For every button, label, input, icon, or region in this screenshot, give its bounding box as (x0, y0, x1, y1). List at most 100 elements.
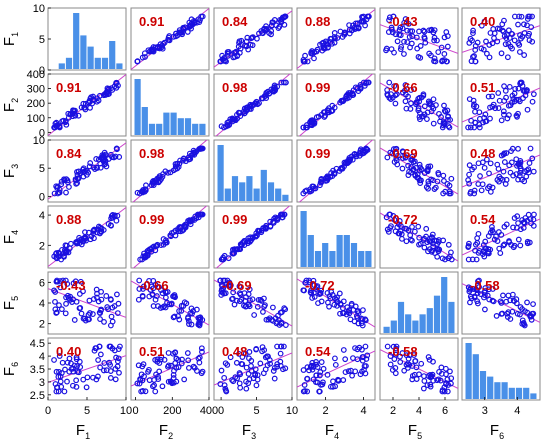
scatter-point (363, 145, 370, 152)
scatter-point (480, 248, 487, 255)
scatter-point (421, 35, 428, 42)
scatter-point (349, 372, 356, 379)
scatter-point (230, 246, 236, 253)
scatter-point (68, 240, 74, 247)
scatter-point (300, 190, 307, 197)
scatter-point (431, 58, 437, 65)
scatter-point (229, 295, 236, 302)
x-tick-label: 5 (84, 405, 90, 417)
scatter-point (185, 318, 192, 324)
scatter-point (274, 363, 281, 370)
scatter-point (434, 178, 441, 185)
scatter-point (225, 255, 232, 262)
scatter-point (441, 34, 448, 41)
panel-r3-c1: 0.84 (47, 139, 127, 203)
scatter-point (271, 82, 278, 89)
scatter-point (489, 40, 496, 47)
scatter-point (95, 357, 102, 363)
scatter-point (184, 29, 191, 35)
scatter-point (476, 277, 482, 284)
scatter-point (62, 310, 69, 317)
scatter-point (166, 37, 173, 44)
scatter-point (423, 225, 430, 232)
scatter-point (195, 321, 202, 328)
scatter-point (62, 366, 68, 373)
scatter-point (221, 382, 228, 389)
scatter-point (465, 256, 472, 263)
scatter-point (144, 252, 151, 259)
scatter-point (316, 372, 323, 379)
scatter-point (277, 343, 284, 350)
scatter-point (63, 121, 70, 128)
histogram-bar (419, 314, 426, 333)
scatter-point (95, 373, 101, 380)
scatter-point (114, 363, 121, 370)
scatter-point (136, 277, 143, 284)
scatter-point (74, 169, 80, 175)
scatter-point (443, 29, 450, 35)
correlation-label: 0.88 (56, 212, 81, 227)
scatter-point (300, 388, 307, 395)
scatter-point (171, 313, 178, 320)
scatter-point (428, 108, 435, 115)
scatter-point (265, 353, 271, 360)
scatter-point (219, 286, 225, 293)
scatter-point (397, 223, 404, 229)
scatter-point (482, 111, 489, 118)
scatter-point (105, 306, 111, 313)
scatter-point (511, 242, 518, 249)
scatter-point (416, 94, 423, 101)
correlation-label: -0.66 (139, 278, 169, 293)
scatter-point (181, 376, 188, 383)
scatter-point (438, 370, 445, 377)
scatter-point (365, 13, 372, 20)
scatter-point (151, 179, 158, 186)
scatter-point (383, 47, 389, 54)
scatter-point (87, 160, 94, 166)
scatter-point (429, 231, 436, 238)
scatter-point (242, 297, 249, 304)
scatter-point (493, 312, 500, 319)
scatter-point (97, 351, 104, 358)
scatter-point (495, 90, 502, 96)
scatter-point (94, 290, 100, 297)
scatter-point (317, 369, 324, 375)
scatter-point (518, 13, 525, 20)
scatter-point (157, 356, 164, 363)
scatter-point (405, 21, 412, 27)
scatter-point (156, 360, 163, 366)
scatter-point (496, 26, 503, 32)
scatter-point (324, 174, 330, 181)
scatter-point (405, 172, 412, 179)
scatter-point (501, 17, 507, 24)
scatter-point (529, 98, 536, 105)
scatter-point (441, 51, 448, 57)
scatter-point (431, 34, 438, 41)
scatter-point (150, 47, 157, 53)
scatter-point (525, 166, 532, 173)
scatter-point (402, 98, 409, 105)
scatter-point (77, 305, 84, 311)
scatter-point (506, 112, 512, 118)
x-tick-label: 10 (286, 405, 298, 417)
scatter-point (278, 211, 285, 218)
scatter-point (336, 290, 343, 297)
scatter-point (78, 104, 85, 111)
panel-r4-c6: 0.54 (461, 205, 541, 269)
scatter-point (448, 175, 455, 182)
scatter-point (515, 85, 522, 92)
scatter-point (80, 376, 87, 383)
panel-r2-c3: 0.98 (213, 73, 293, 137)
y-tick-label: 400 (27, 69, 45, 81)
scatter-point (178, 307, 185, 314)
scatter-point (335, 376, 341, 383)
scatter-point (245, 370, 252, 377)
scatter-point (141, 50, 148, 57)
scatter-point (64, 378, 70, 385)
scatter-point (385, 29, 392, 35)
scatter-point (515, 110, 521, 117)
scatter-point (315, 113, 322, 120)
scatter-point (483, 118, 490, 125)
scatter-point (64, 281, 71, 287)
scatter-point (437, 377, 444, 384)
